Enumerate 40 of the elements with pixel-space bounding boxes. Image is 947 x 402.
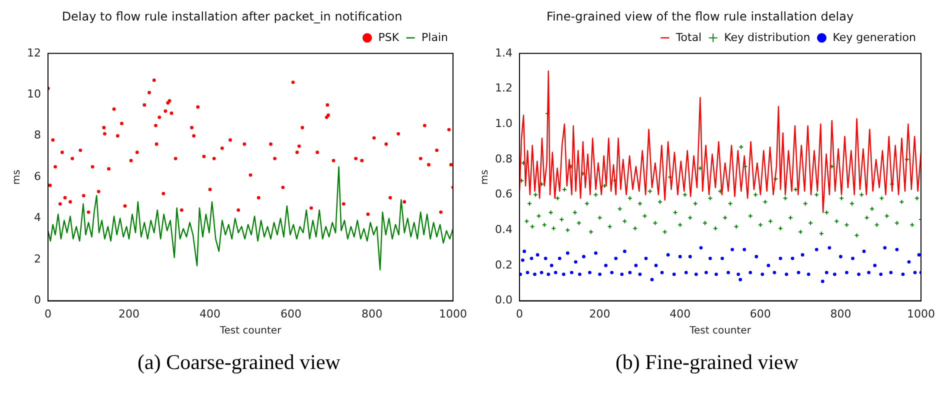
y-tick-label: 0 xyxy=(34,294,41,307)
text: (a) Coarse-grained view xyxy=(138,350,340,375)
x-tick-label: 800 xyxy=(362,307,382,320)
y-tick-label: 1.4 xyxy=(494,46,512,60)
y-tick-label: 0.6 xyxy=(494,188,512,201)
legend-label: PSK xyxy=(378,30,400,44)
x-tick-label: 200 xyxy=(118,307,140,320)
x-tick-label: 200 xyxy=(589,307,610,320)
legend-label: Key generation xyxy=(832,30,916,44)
x-tick-label: 800 xyxy=(830,307,852,320)
x-tick-label: 1000 xyxy=(907,307,936,320)
y-tick-label: 0.2 xyxy=(494,258,512,272)
chart-title: Fine-grained view of the flow rule installation delay xyxy=(546,9,854,24)
y-tick-label: 0.4 xyxy=(494,222,512,236)
x-tick-label: 400 xyxy=(670,307,691,320)
legend-label: Plain xyxy=(422,30,448,44)
y-tick-label: 6 xyxy=(34,170,41,183)
x-axis-title: Test counter xyxy=(218,326,282,337)
text: (b) Fine-grained view xyxy=(615,350,799,375)
y-tick-label: 8 xyxy=(34,128,41,142)
legend-label: Total xyxy=(674,30,702,44)
x-tick-label: 600 xyxy=(750,307,771,320)
y-tick-label: 1.0 xyxy=(494,116,512,130)
y-tick-label: 12 xyxy=(26,46,41,60)
y-tick-label: 0.0 xyxy=(494,294,512,307)
y-axis-title: ms xyxy=(12,170,23,185)
y-tick-label: 4 xyxy=(34,211,41,224)
y-tick-label: 2 xyxy=(34,252,41,266)
x-tick-label: 0 xyxy=(516,307,523,320)
x-tick-label: 600 xyxy=(280,307,302,320)
x-tick-label: 400 xyxy=(200,307,220,320)
x-tick-label: 1000 xyxy=(439,307,468,320)
legend-label: Key distribution xyxy=(724,30,810,44)
chart-title: Delay to flow rule installation after packet_in notification xyxy=(62,9,402,24)
y-tick-label: 0.8 xyxy=(494,152,512,166)
x-axis-title: Test counter xyxy=(688,326,752,337)
y-axis-title: ms xyxy=(480,170,491,185)
y-tick-label: 1.2 xyxy=(494,82,512,95)
x-tick-label: 0 xyxy=(44,307,52,320)
y-tick-label: 10 xyxy=(26,87,41,100)
